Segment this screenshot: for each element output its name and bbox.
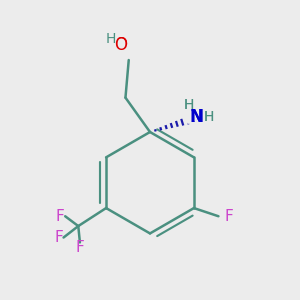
Text: F: F <box>56 209 65 224</box>
Text: H: H <box>184 98 194 112</box>
Text: F: F <box>54 230 63 245</box>
Circle shape <box>105 33 117 45</box>
Text: F: F <box>225 209 234 224</box>
Text: O: O <box>114 36 127 54</box>
Circle shape <box>183 111 195 123</box>
Text: H: H <box>184 98 194 112</box>
Text: H: H <box>106 32 116 46</box>
Text: H: H <box>203 110 214 124</box>
Text: F: F <box>76 240 84 255</box>
Text: O: O <box>114 36 127 54</box>
Text: H: H <box>203 110 214 124</box>
Text: H: H <box>106 32 116 46</box>
Text: N: N <box>189 108 203 126</box>
Text: N: N <box>189 108 203 126</box>
Circle shape <box>115 39 126 51</box>
